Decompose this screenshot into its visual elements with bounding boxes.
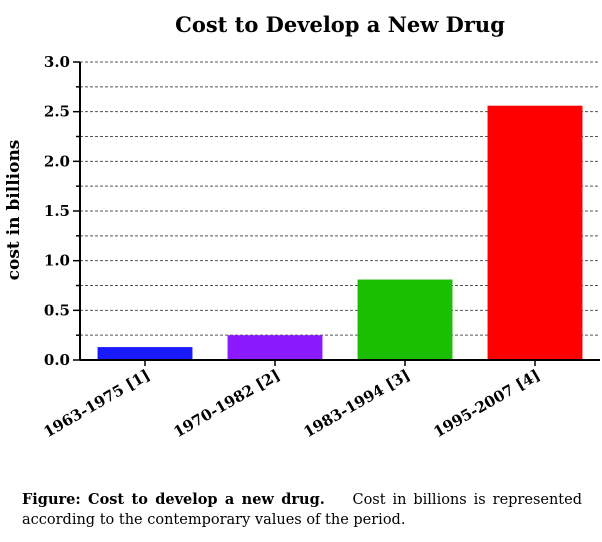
y-tick-label: 1.0 — [44, 252, 70, 270]
y-tick-label: 1.5 — [44, 202, 70, 220]
figure-caption: Figure: Cost to develop a new drug. Cost… — [22, 490, 582, 530]
bar-chart: Cost to Develop a New Drug 0.0 0.5 1.0 1.5 2… — [4, 12, 600, 441]
x-tick-label: 1995-2007 [4] — [430, 366, 543, 441]
x-ticks: 1963-1975 [1] 1970-1982 [2] 1983-1994 [3] 1… — [40, 360, 543, 441]
x-tick-label: 1983-1994 [3] — [300, 366, 413, 441]
y-tick-label: 0.0 — [44, 351, 70, 369]
caption-bold: Figure: Cost to develop a new drug. — [22, 491, 325, 508]
y-tick-label: 3.0 — [44, 53, 70, 71]
grid-lines — [80, 61, 600, 336]
bars — [97, 105, 583, 360]
y-axis-label: cost in billions — [4, 140, 24, 281]
bar-2 — [227, 335, 323, 360]
bar-3 — [357, 279, 453, 360]
x-tick-label: 1963-1975 [1] — [40, 366, 153, 441]
x-tick-label: 1970-1982 [2] — [170, 366, 283, 441]
y-tick-label: 2.5 — [44, 103, 70, 121]
bar-4 — [487, 105, 583, 360]
y-ticks: 0.0 0.5 1.0 1.5 2.0 2.5 3.0 — [44, 53, 80, 369]
bar-1 — [97, 347, 193, 360]
y-tick-label: 0.5 — [44, 301, 70, 319]
chart-title: Cost to Develop a New Drug — [175, 12, 505, 37]
y-tick-label: 2.0 — [44, 152, 70, 170]
caption-text: Cost in billions is represented accordin… — [22, 492, 582, 528]
